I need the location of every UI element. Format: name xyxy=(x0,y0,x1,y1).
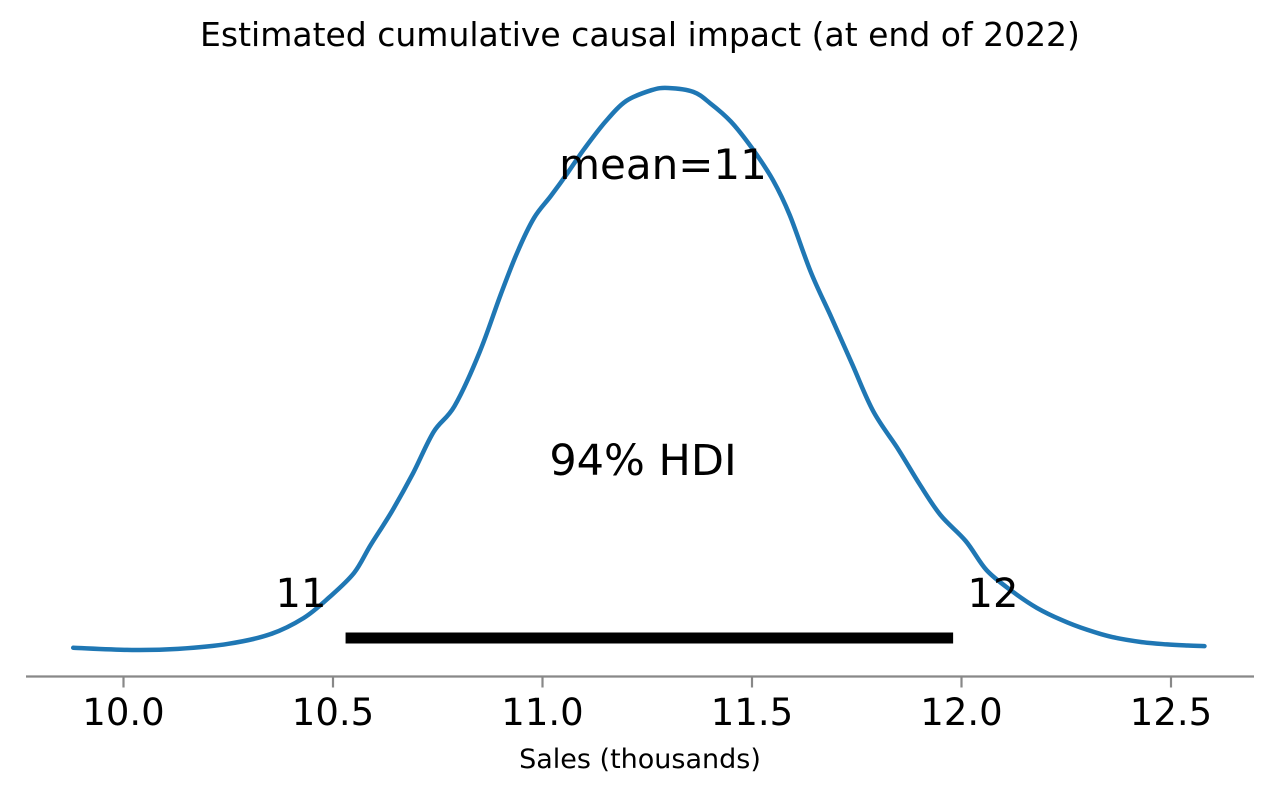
x-tick-label: 12.0 xyxy=(920,691,1002,734)
x-tick-label: 11.0 xyxy=(501,691,583,734)
hdi-upper-bound-label: 12 xyxy=(967,571,1019,617)
x-axis-title: Sales (thousands) xyxy=(519,744,761,775)
chart-title: Estimated cumulative causal impact (at e… xyxy=(200,15,1080,54)
kde-density-line xyxy=(70,85,1207,653)
x-tick-label: 10.0 xyxy=(82,691,164,734)
density-curve xyxy=(70,85,1207,653)
x-axis-ticks: 10.0 10.5 11.0 11.5 12.0 12.5 xyxy=(82,676,1212,734)
hdi-annotation: 94% HDI xyxy=(549,436,737,486)
x-tick-label: 12.5 xyxy=(1130,691,1212,734)
x-tick-label: 11.5 xyxy=(711,691,793,734)
mean-annotation: mean=11 xyxy=(559,140,767,189)
x-tick-label: 10.5 xyxy=(292,691,374,734)
hdi-lower-bound-label: 11 xyxy=(275,571,327,617)
